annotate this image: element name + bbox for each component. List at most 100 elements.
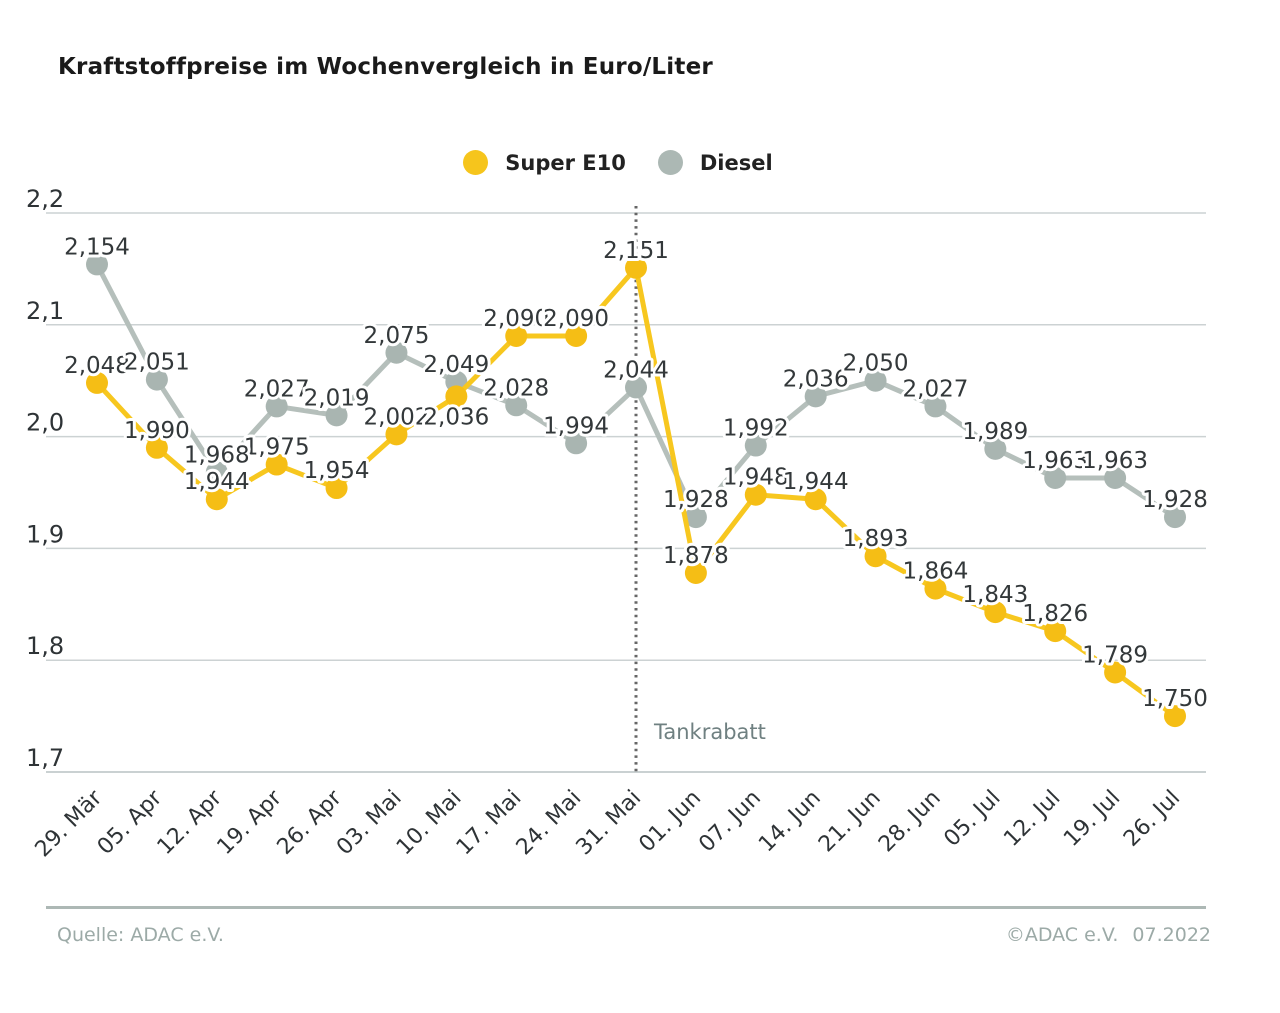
- value-label-super-e10: 1,893: [843, 526, 909, 552]
- copyright-label: ©ADAC e.V.: [1005, 924, 1119, 946]
- value-label-super-e10: 2,090: [543, 306, 609, 332]
- y-tick-label: 1,9: [26, 520, 64, 548]
- value-label-super-e10: 2,048: [64, 353, 130, 379]
- x-tick-label: 28. Jun: [874, 786, 946, 858]
- value-label-super-e10: 1,826: [1022, 601, 1088, 627]
- value-label-super-e10: 1,948: [723, 465, 789, 491]
- x-tick-label: 24. Mai: [512, 786, 587, 861]
- data-point-super-e10: [984, 601, 1007, 624]
- x-tick-label: 01. Jun: [634, 786, 706, 858]
- data-point-diesel: [1104, 466, 1127, 489]
- value-label-diesel: 1,989: [962, 419, 1028, 445]
- value-label-super-e10: 2,036: [423, 404, 489, 430]
- x-tick-label: 07. Jun: [694, 786, 766, 858]
- value-label-super-e10: 1,975: [244, 435, 310, 461]
- value-label-diesel: 2,027: [903, 376, 969, 402]
- y-tick-label: 1,8: [26, 632, 64, 660]
- x-tick-label: 29. Mär: [31, 785, 108, 862]
- value-label-diesel: 2,154: [64, 234, 130, 260]
- x-tick-label: 14. Jun: [754, 786, 826, 858]
- y-tick-label: 2,2: [26, 185, 64, 213]
- x-tick-label: 21. Jun: [814, 786, 886, 858]
- value-label-super-e10: 1,878: [663, 543, 729, 569]
- data-point-super-e10: [924, 577, 947, 600]
- legend-item-super-e10: Super E10: [463, 150, 626, 175]
- value-label-super-e10: 2,090: [483, 306, 549, 332]
- data-point-super-e10: [445, 385, 468, 408]
- data-point-diesel: [145, 368, 168, 391]
- value-label-super-e10: 2,002: [364, 404, 430, 430]
- legend-label-super-e10: Super E10: [505, 150, 626, 175]
- value-label-super-e10: 1,944: [184, 469, 250, 495]
- value-label-super-e10: 1,750: [1142, 686, 1208, 712]
- source-text: Quelle: ADAC e.V.: [57, 924, 224, 946]
- value-label-diesel: 1,928: [1142, 487, 1208, 513]
- value-label-diesel: 2,049: [423, 352, 489, 378]
- x-tick-label: 17. Mai: [452, 786, 527, 861]
- value-label-diesel: 2,075: [364, 323, 430, 349]
- data-point-super-e10: [205, 488, 228, 511]
- y-tick-label: 1,7: [26, 744, 64, 772]
- value-label-diesel: 2,019: [304, 385, 370, 411]
- value-label-diesel: 2,044: [603, 357, 669, 383]
- value-label-diesel: 1,994: [543, 413, 609, 439]
- data-point-super-e10: [1164, 705, 1186, 728]
- value-label-diesel: 2,050: [843, 351, 909, 377]
- data-point-diesel: [984, 437, 1007, 460]
- data-point-super-e10: [505, 324, 528, 347]
- data-point-super-e10: [744, 483, 767, 506]
- value-label-super-e10: 1,789: [1082, 642, 1148, 668]
- x-tick-label: 03. Mai: [332, 786, 407, 861]
- data-point-diesel: [744, 434, 767, 457]
- legend-label-diesel: Diesel: [699, 150, 773, 175]
- data-point-diesel: [265, 395, 288, 418]
- value-label-diesel: 1,963: [1082, 448, 1148, 474]
- data-point-diesel: [565, 432, 588, 455]
- data-point-diesel: [625, 376, 647, 399]
- value-label-diesel: 1,968: [184, 442, 250, 468]
- value-label-diesel: 2,051: [124, 350, 190, 376]
- data-point-super-e10: [1044, 620, 1067, 643]
- data-point-diesel: [864, 369, 887, 392]
- data-point-super-e10: [145, 436, 168, 459]
- data-point-super-e10: [265, 453, 288, 476]
- x-tick-label: 10. Mai: [392, 786, 467, 861]
- x-tick-label: 05. Jul: [939, 786, 1005, 852]
- value-label-diesel: 2,036: [783, 366, 849, 392]
- data-point-diesel: [505, 394, 528, 417]
- x-tick-label: 05. Apr: [93, 785, 168, 860]
- value-label-super-e10: 1,954: [304, 458, 370, 484]
- data-point-diesel: [86, 253, 108, 276]
- data-point-diesel: [924, 395, 947, 418]
- value-label-diesel: 2,028: [483, 375, 549, 401]
- data-point-diesel: [1164, 506, 1186, 529]
- data-point-super-e10: [864, 545, 887, 568]
- data-point-super-e10: [385, 423, 408, 446]
- x-tick-label: 26. Jul: [1119, 786, 1185, 852]
- data-point-diesel: [684, 506, 707, 529]
- data-point-super-e10: [804, 488, 827, 511]
- legend-dot-super-e10-icon: [463, 150, 489, 175]
- x-tick-label: 31. Mai: [572, 786, 647, 861]
- x-tick-label: 26. Apr: [273, 785, 348, 860]
- value-label-super-e10: 1,944: [783, 469, 849, 495]
- data-point-super-e10: [625, 256, 647, 279]
- value-label-super-e10: 1,990: [124, 418, 190, 444]
- copyright-date: 07.2022: [1132, 924, 1211, 946]
- data-point-diesel: [205, 461, 228, 484]
- x-tick-label: 19. Jul: [1059, 786, 1125, 852]
- data-point-diesel: [804, 385, 827, 408]
- data-point-super-e10: [1104, 661, 1127, 684]
- legend-item-diesel: Diesel: [657, 150, 773, 175]
- x-tick-label: 12. Jul: [999, 786, 1065, 852]
- value-label-diesel: 2,027: [244, 376, 310, 402]
- value-label-diesel: 1,992: [723, 416, 789, 442]
- legend-dot-diesel-icon: [657, 150, 683, 175]
- value-label-super-e10: 1,843: [962, 582, 1028, 608]
- y-tick-label: 2,0: [26, 409, 64, 437]
- value-label-super-e10: 2,151: [603, 238, 669, 264]
- data-point-diesel: [1044, 466, 1067, 489]
- y-tick-label: 2,1: [26, 297, 64, 325]
